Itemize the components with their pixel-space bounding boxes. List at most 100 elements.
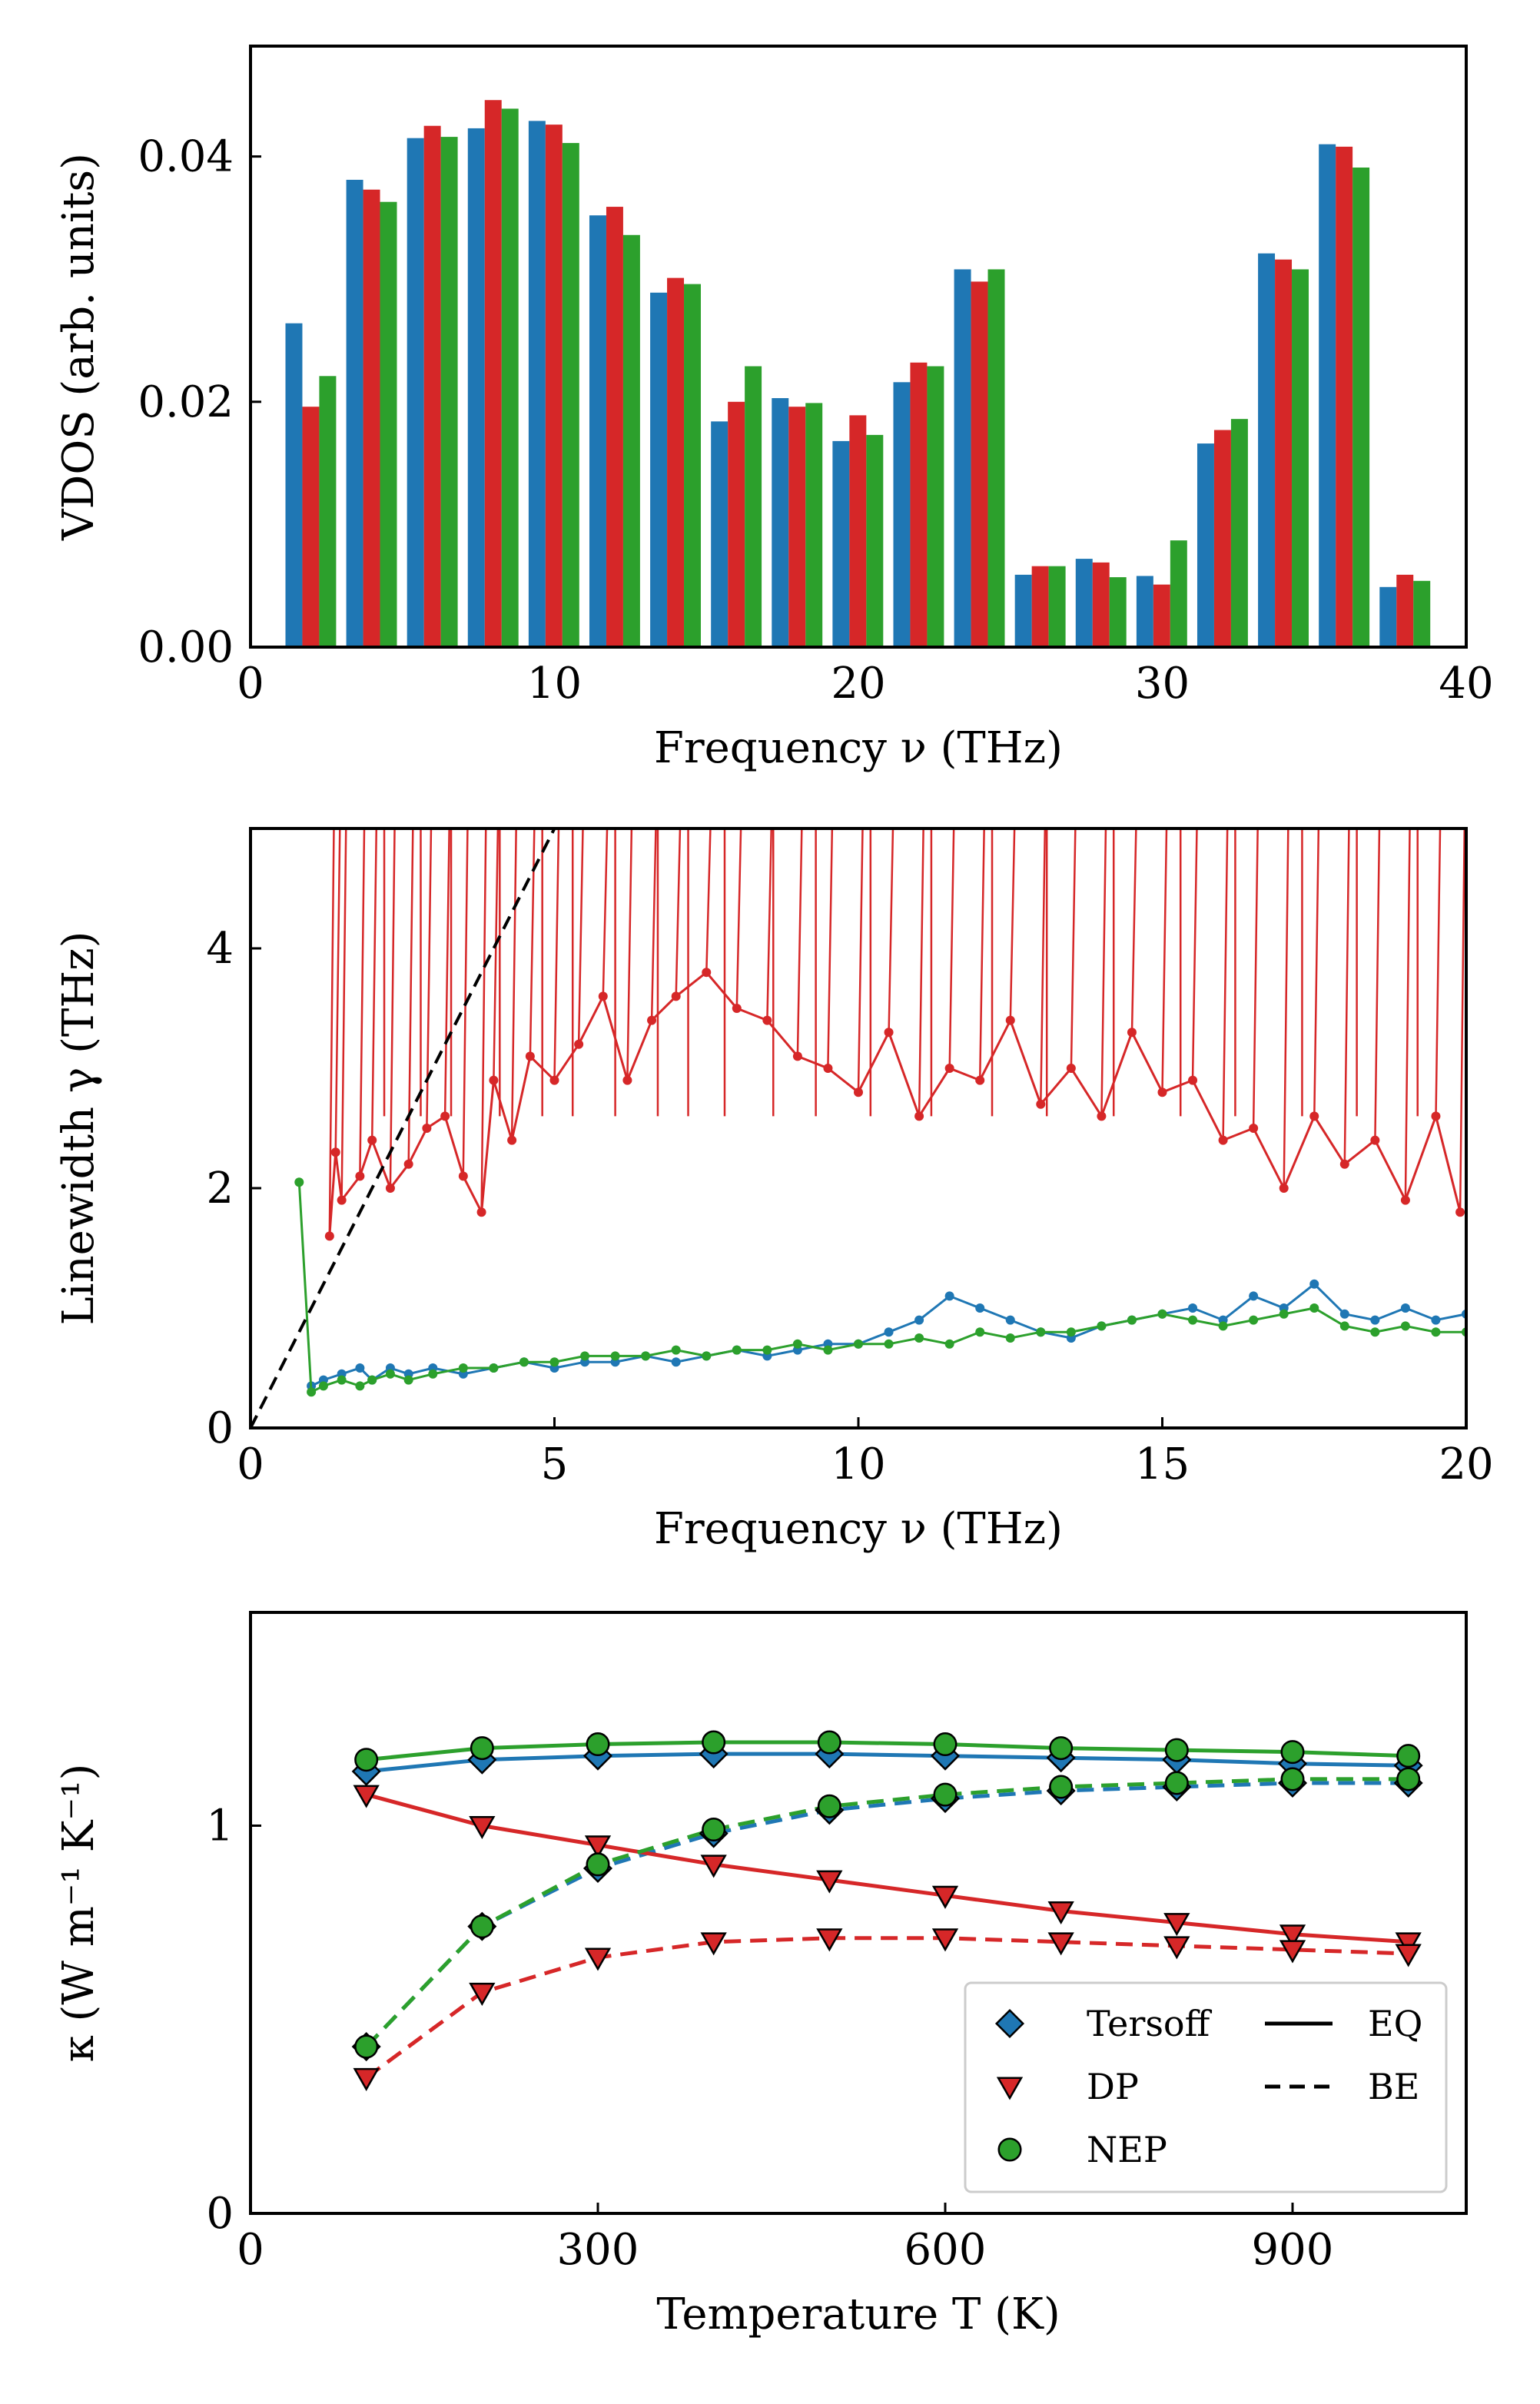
y-tick-label: 1 (206, 1801, 234, 1851)
tersoff-linewidth-point (884, 1327, 894, 1337)
dp-be-marker (1047, 1932, 1074, 1956)
dp-linewidth-point (525, 1051, 535, 1061)
tersoff-linewidth-point (1370, 1315, 1380, 1325)
dp-linewidth-point (792, 1051, 802, 1061)
dp-linewidth-point (914, 1111, 924, 1121)
dp-linewidth-point (507, 1135, 517, 1145)
bar-dp (1213, 430, 1231, 647)
bar-dp (1153, 584, 1170, 647)
nep-be-marker (586, 1852, 610, 1877)
nep-linewidth-point (944, 1339, 954, 1349)
nep-eq-marker (817, 1730, 841, 1755)
nep-linewidth-point (732, 1345, 742, 1355)
dp-linewidth-point (1066, 1064, 1076, 1073)
bar-nep (440, 137, 458, 647)
y-tick-label: 0.00 (138, 623, 234, 672)
dp-linewidth-point (1279, 1184, 1289, 1193)
dp-linewidth-point (355, 1171, 365, 1181)
nep-linewidth-point (1339, 1321, 1349, 1331)
dp-be-marker (1279, 1940, 1306, 1964)
dp-be-line (365, 1936, 1409, 2080)
x-tick-label: 30 (1135, 659, 1190, 709)
bar-tersoff (1258, 253, 1276, 647)
nep-linewidth-point (428, 1369, 438, 1379)
nep-be-marker (702, 1818, 726, 1842)
bar-tersoff (407, 138, 424, 647)
dp-linewidth-point (440, 1111, 450, 1121)
x-tick-label: 40 (1439, 659, 1493, 709)
legend-eq-label: EQ (1368, 2003, 1422, 2044)
tersoff-linewidth-point (671, 1357, 681, 1367)
dp-linewidth-point (854, 1087, 863, 1097)
nep-be-line (364, 1777, 1409, 2048)
dp-linewidth-point (330, 1147, 340, 1157)
axes-frame (249, 827, 1468, 1429)
bar-dp (545, 125, 563, 647)
bar-dp (423, 125, 441, 647)
tersoff-linewidth-point (944, 1291, 954, 1301)
dp-be-marker (353, 2067, 380, 2091)
x-axis-label: Frequency ν (THz) (654, 723, 1063, 773)
dp-linewidth-point (598, 991, 608, 1001)
dp-be-marker (931, 1928, 959, 1952)
dp-linewidth-point (489, 1075, 499, 1085)
tersoff-linewidth-point (1188, 1303, 1198, 1313)
dp-linewidth-point (1097, 1111, 1107, 1121)
bar-tersoff (1136, 576, 1153, 647)
nep-linewidth-point (355, 1381, 365, 1391)
bar-tersoff (285, 323, 303, 647)
bar-dp (1092, 562, 1110, 647)
y-axis-label: κ (W m⁻¹ K⁻¹) (54, 1764, 104, 2063)
dp-eq-marker (469, 1815, 496, 1839)
nep-eq-marker (1280, 1740, 1305, 1765)
nep-be-marker (470, 1914, 494, 1939)
nep-linewidth-point (307, 1387, 317, 1397)
dp-linewidth-point (422, 1124, 432, 1133)
dp-linewidth-point (385, 1184, 395, 1193)
y-tick-label: 4 (206, 924, 234, 974)
dp-linewidth-point (1157, 1087, 1167, 1097)
nep-linewidth-point (519, 1357, 529, 1367)
dp-linewidth-line (328, 971, 1462, 1237)
bar-nep (501, 108, 519, 647)
dp-eq-marker (584, 1835, 612, 1859)
bar-nep (927, 366, 944, 647)
nep-linewidth-point (1400, 1321, 1410, 1331)
bar-tersoff (772, 398, 789, 647)
legend-be-label: BE (1368, 2066, 1419, 2107)
nep-be-marker (1280, 1767, 1305, 1791)
bar-dp (1275, 259, 1293, 647)
dp-linewidth-point (476, 1207, 486, 1217)
dp-linewidth-point (1036, 1099, 1046, 1109)
bar-dp (1396, 574, 1414, 647)
bar-dp (484, 100, 502, 647)
bar-tersoff (893, 382, 911, 647)
x-axis-label: Temperature T (K) (656, 2289, 1060, 2339)
bars-group (285, 100, 1431, 647)
dp-linewidth-point (647, 1015, 657, 1025)
dp-linewidth-point (549, 1075, 559, 1085)
legend-nep-label: NEP (1087, 2129, 1167, 2170)
dp-linewidth-point (1400, 1195, 1410, 1205)
bar-nep (380, 201, 397, 647)
dp-linewidth-point (1218, 1135, 1228, 1145)
nep-linewidth-point (1279, 1309, 1289, 1319)
reference-dashed-line (251, 828, 556, 1428)
bar-dp (363, 189, 380, 647)
nep-be-marker (1396, 1767, 1421, 1791)
nep-linewidth-point (1127, 1315, 1137, 1325)
legend-tersoff-label: Tersoff (1087, 2003, 1213, 2044)
bar-nep (866, 434, 884, 647)
dp-eq-marker (1279, 1924, 1306, 1948)
bar-dp (788, 407, 806, 647)
dp-eq-marker (700, 1854, 727, 1878)
nep-linewidth-point (294, 1177, 304, 1187)
nep-linewidth-point (641, 1351, 651, 1361)
bar-nep (622, 234, 640, 647)
nep-linewidth-point (914, 1333, 924, 1343)
x-tick-label: 600 (904, 2225, 987, 2275)
nep-linewidth-point (1157, 1309, 1167, 1319)
nep-be-marker (817, 1794, 841, 1818)
nep-linewidth-point (1370, 1327, 1380, 1337)
nep-linewidth-point (1066, 1327, 1076, 1337)
